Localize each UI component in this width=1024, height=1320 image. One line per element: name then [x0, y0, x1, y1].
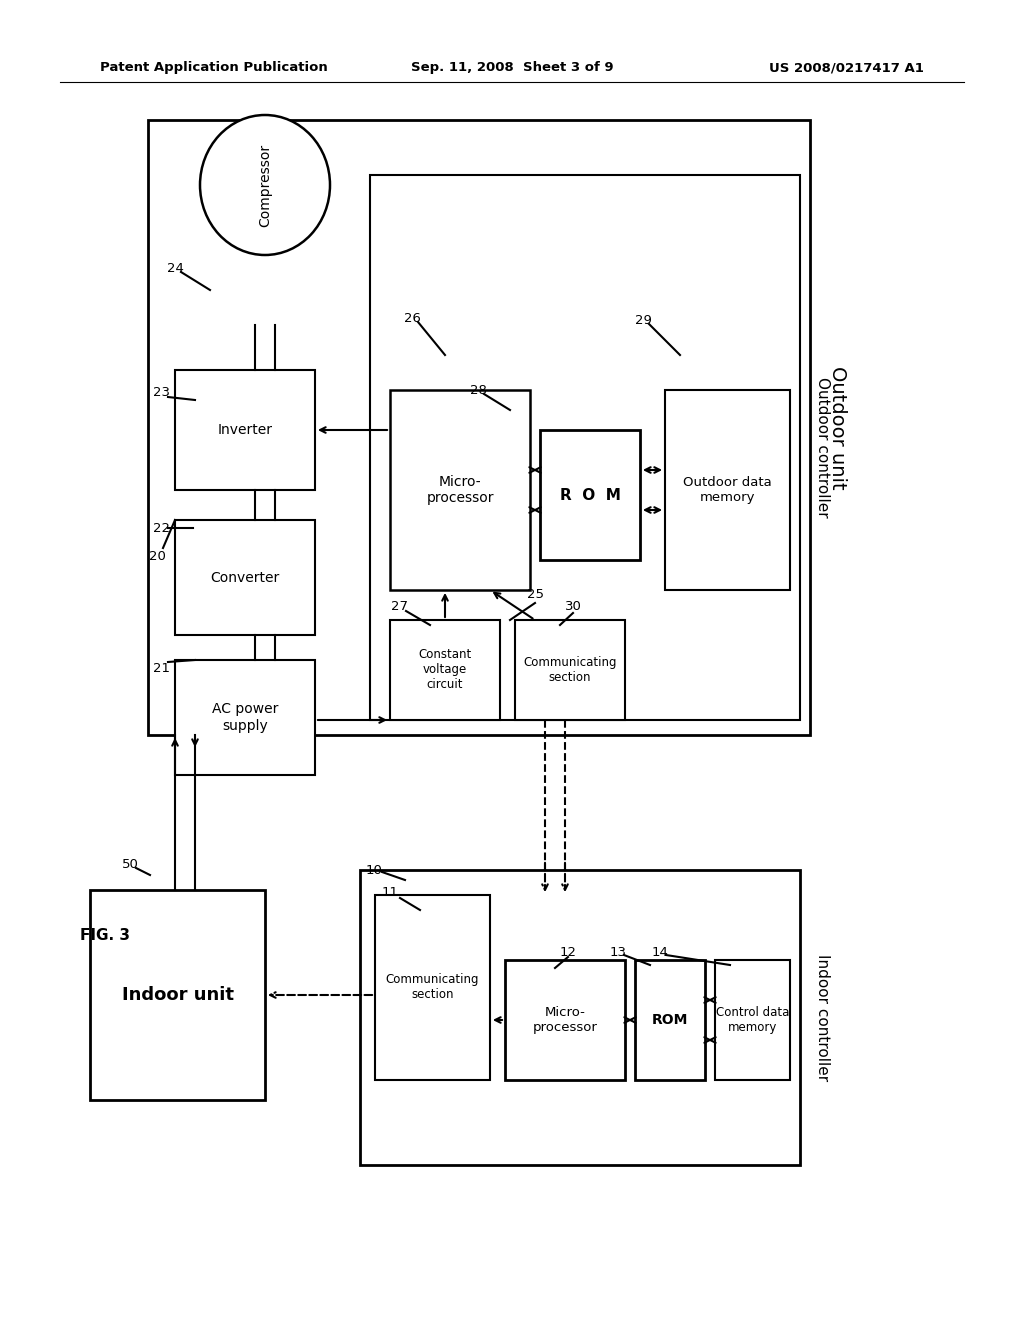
Text: US 2008/0217417 A1: US 2008/0217417 A1 [769, 62, 924, 74]
Text: Indoor controller: Indoor controller [814, 954, 829, 1081]
Bar [390, 620, 500, 719]
Text: 14: 14 [651, 945, 669, 958]
Text: 28: 28 [470, 384, 486, 396]
Bar [375, 895, 490, 1080]
Text: AC power
supply: AC power supply [212, 702, 279, 733]
Text: Communicating
section: Communicating section [523, 656, 616, 684]
Text: ROM: ROM [652, 1012, 688, 1027]
Text: Inverter: Inverter [217, 422, 272, 437]
Bar [175, 520, 315, 635]
Text: 23: 23 [154, 387, 171, 400]
Text: 22: 22 [154, 521, 171, 535]
Bar [665, 389, 790, 590]
Text: FIG. 3: FIG. 3 [80, 928, 130, 942]
Bar [715, 960, 790, 1080]
Text: 30: 30 [564, 601, 582, 614]
Text: Compressor: Compressor [258, 144, 272, 227]
Text: 12: 12 [559, 946, 577, 960]
Bar [370, 176, 800, 719]
Text: 50: 50 [122, 858, 138, 871]
Text: Converter: Converter [210, 570, 280, 585]
Text: 24: 24 [167, 261, 183, 275]
Text: 20: 20 [148, 549, 166, 562]
Text: 29: 29 [635, 314, 651, 326]
Text: Outdoor controller: Outdoor controller [814, 378, 829, 517]
Text: Indoor unit: Indoor unit [122, 986, 233, 1005]
Bar [635, 960, 705, 1080]
Text: 26: 26 [403, 312, 421, 325]
Text: Micro-
processor: Micro- processor [426, 475, 494, 506]
Text: Micro-
processor: Micro- processor [532, 1006, 597, 1034]
Text: Sep. 11, 2008  Sheet 3 of 9: Sep. 11, 2008 Sheet 3 of 9 [411, 62, 613, 74]
Bar [505, 960, 625, 1080]
Text: 27: 27 [391, 601, 409, 614]
Bar [175, 370, 315, 490]
Bar [515, 620, 625, 719]
Bar [390, 389, 530, 590]
Bar [360, 870, 800, 1166]
Bar [90, 890, 265, 1100]
Bar [175, 660, 315, 775]
Text: 11: 11 [382, 887, 398, 899]
Text: Patent Application Publication: Patent Application Publication [100, 62, 328, 74]
Text: 25: 25 [526, 589, 544, 602]
Text: 13: 13 [609, 945, 627, 958]
Text: 10: 10 [366, 863, 382, 876]
Text: Outdoor unit: Outdoor unit [828, 366, 848, 490]
Text: Control data
memory: Control data memory [716, 1006, 790, 1034]
Text: Outdoor data
memory: Outdoor data memory [683, 477, 772, 504]
Text: Communicating
section: Communicating section [386, 974, 479, 1002]
Bar [148, 120, 810, 735]
Text: Constant
voltage
circuit: Constant voltage circuit [419, 648, 472, 692]
Ellipse shape [200, 115, 330, 255]
Text: 21: 21 [154, 661, 171, 675]
Text: R  O  M: R O M [559, 487, 621, 503]
Bar [540, 430, 640, 560]
